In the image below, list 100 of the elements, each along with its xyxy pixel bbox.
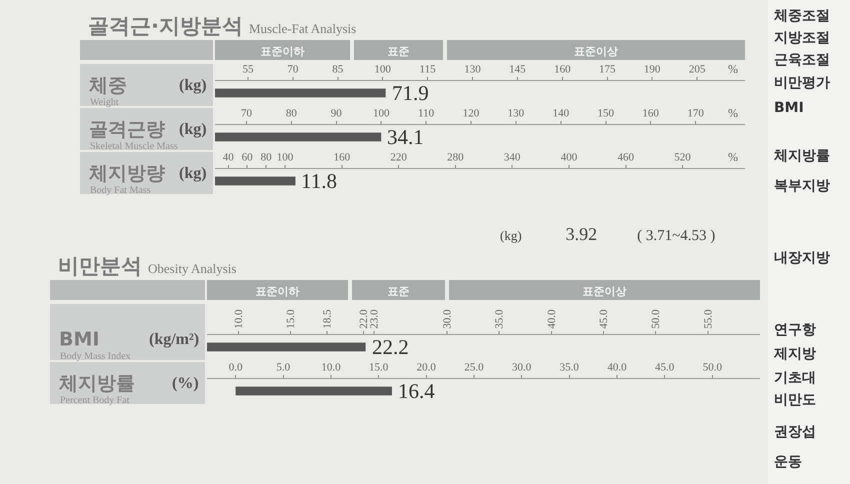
x-tick-label: 520 [674, 152, 692, 164]
data-label: 22.2 [372, 335, 409, 359]
text: 운동 [774, 454, 802, 471]
x-tick-label: 340 [504, 152, 521, 164]
x-tick-label: 10.0 [321, 362, 342, 374]
x-axis-title: % [728, 150, 738, 164]
x-tick-label: 190 [644, 64, 661, 76]
x-tick-label: 40 [222, 152, 234, 164]
x-tick-label: 70 [287, 64, 299, 76]
y-axis-title: (kg) [179, 165, 207, 182]
x-tick-label: 40.0 [546, 309, 558, 329]
text: 지방조절 [774, 30, 830, 47]
x-tick-label: 35.0 [494, 309, 506, 329]
x-tick-label: 5.0 [276, 362, 291, 374]
x-tick-label: 280 [447, 152, 464, 164]
text: 체중조절 [774, 8, 830, 25]
y-axis-title: (kg/m²) [149, 331, 200, 348]
x-tick-label: 30.0 [512, 362, 532, 374]
x-tick-label: 130 [464, 64, 482, 76]
x-tick-label: 150 [598, 108, 615, 120]
x-tick-label: 160 [642, 108, 660, 120]
x-tick-label: 0.0 [228, 362, 243, 374]
x-tick-label: 100 [374, 64, 392, 76]
text: 기초대 [774, 370, 816, 387]
text: 내장지방 [774, 250, 830, 267]
text: BMI [774, 100, 804, 117]
x-tick-label: 40.0 [607, 362, 628, 374]
text: 비만평가 [774, 75, 830, 92]
x-tick-label: 110 [418, 108, 435, 120]
x-tick-label: 175 [599, 64, 616, 76]
chart-title: 비만분석 [58, 253, 142, 280]
annotation: ( 3.71~4.53 ) [637, 228, 716, 245]
x-tick-label: 130 [508, 108, 525, 120]
x-tick-label: 70 [240, 108, 252, 120]
x-tick-label: 160 [554, 64, 572, 76]
x-tick-label: 45.0 [598, 309, 610, 329]
x-tick-label: 35.0 [560, 362, 580, 374]
x-tick-label: 80 [286, 108, 298, 120]
x-tick-label: 50.0 [650, 309, 662, 329]
chart-title: 골격근·지방분석 [88, 13, 243, 40]
header-cell: 표준 [352, 280, 445, 300]
x-tick-label: 100 [372, 108, 390, 120]
annotation: 3.92 [566, 224, 598, 245]
annotation: (kg) [500, 228, 522, 244]
x-tick-label: 45.0 [655, 362, 675, 374]
header-cell: 표준이하 [207, 280, 348, 300]
y-tick-label: 골격근량 [89, 118, 165, 141]
x-tick-label: 20.0 [416, 362, 436, 374]
x-tick-label: 170 [687, 108, 704, 120]
x-axis-title: % [728, 62, 738, 76]
x-tick-label: 15.0 [368, 362, 389, 374]
text: 체지방률 [774, 148, 830, 165]
x-tick-label: 15.0 [285, 309, 298, 329]
annotation: 34.1 [387, 125, 424, 149]
y-tick-label: 체지방률 [58, 372, 135, 395]
text: Skeletal Muscle Mass [90, 141, 178, 152]
header-cell: 표준 [354, 40, 443, 60]
chart-subtitle: Obesity Analysis [148, 261, 236, 277]
x-tick-label: 100 [276, 152, 294, 164]
y-tick-label: 체중 [88, 74, 127, 97]
header-cell: 표준이상 [449, 280, 760, 300]
y-axis-title: (%) [172, 375, 199, 392]
text: Body Fat Mass [90, 185, 151, 196]
text: Weight [90, 97, 119, 108]
x-axis-title: % [728, 106, 738, 120]
text: Percent Body Fat [60, 395, 130, 406]
x-tick-label: 30.0 [442, 309, 454, 329]
x-tick-label: 10.0 [232, 309, 245, 329]
x-tick-label: 18.5 [322, 309, 334, 329]
x-tick-label: 85 [332, 64, 344, 76]
x-tick-label: 160 [334, 152, 351, 164]
annotation: 11.8 [301, 169, 337, 193]
x-tick-label: 55.0 [702, 309, 714, 329]
x-tick-label: 55 [242, 64, 254, 76]
x-tick-label: 115 [420, 64, 436, 76]
x-tick-label: 80 [260, 152, 272, 164]
x-tick-label: 140 [552, 108, 570, 120]
x-tick-label: 60 [242, 152, 254, 164]
x-tick-label: 120 [462, 108, 480, 120]
text: 복부지방 [774, 178, 830, 195]
header-cell: 표준이하 [215, 40, 350, 60]
x-tick-label: 50.0 [702, 362, 722, 374]
header-cell: 표준이상 [447, 40, 745, 60]
x-tick-label: 25.0 [464, 362, 484, 374]
x-tick-label: 90 [330, 108, 342, 120]
text: Body Mass Index [60, 351, 131, 362]
x-tick-label: 145 [509, 64, 526, 76]
y-axis-title: (kg) [179, 77, 207, 94]
text: 권장섭 [774, 424, 816, 441]
text: 제지방 [774, 346, 816, 363]
x-tick-label: 205 [688, 64, 706, 76]
y-tick-label: 체지방량 [88, 162, 165, 185]
x-tick-label: 400 [560, 152, 578, 164]
chart-subtitle: Muscle-Fat Analysis [248, 21, 356, 37]
text: 근육조절 [774, 52, 830, 69]
x-tick-label: 22.0 [358, 309, 370, 329]
text: 연구항 [774, 322, 816, 339]
annotation: 71.9 [392, 81, 429, 105]
text: 비만도 [774, 392, 816, 409]
x-tick-label: 220 [390, 152, 408, 164]
